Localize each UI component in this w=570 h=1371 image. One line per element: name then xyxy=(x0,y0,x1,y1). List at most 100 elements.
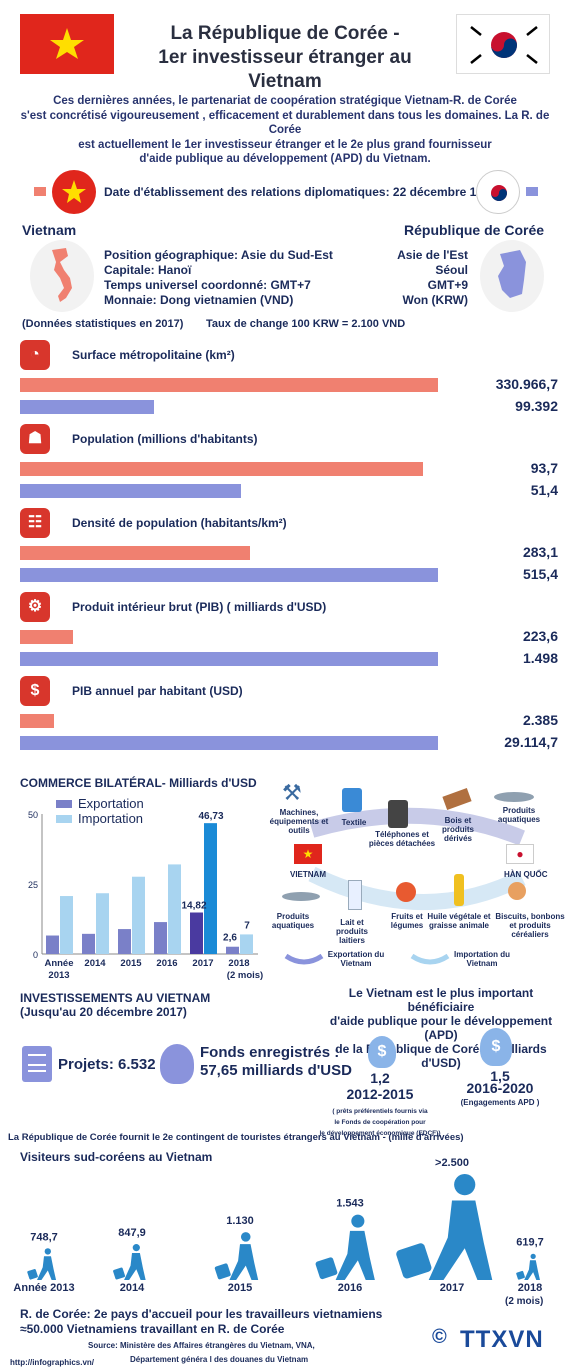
traveler-icon xyxy=(27,1248,57,1280)
tourism-2018-note: (2 mois) xyxy=(505,1296,544,1307)
tourism-year: 2018 xyxy=(517,1282,543,1294)
invest-title: INVESTISSEMENTS AU VIETNAM xyxy=(20,991,211,1005)
export-legend: Exportation du Vietnam xyxy=(327,950,385,968)
korea-stat-bar xyxy=(20,652,438,666)
korea-stat-value: 99.392 xyxy=(515,398,558,414)
korea-flag xyxy=(456,14,550,74)
korea-stat-bar xyxy=(20,736,438,750)
trade-legend: Exportation Importation xyxy=(56,796,144,826)
vietnam-stat-bar xyxy=(20,378,438,392)
vietnam-label: VIETNAM xyxy=(290,870,326,879)
tourism-year: 2016 xyxy=(337,1282,363,1294)
person-icon: ☗ xyxy=(20,424,50,454)
export-bar xyxy=(46,935,59,954)
export-bar xyxy=(118,929,131,954)
invest-funds-label: Fonds enregistrés : xyxy=(200,1044,340,1061)
visitor-value-label: 847,9 xyxy=(118,1227,146,1239)
document-icon xyxy=(22,1046,52,1082)
invest-subtitle: (Jusqu'au 20 décembre 2017) xyxy=(20,1005,187,1019)
apd1-note-line: le Fonds de coopération pour xyxy=(334,1119,426,1126)
x-tick-label: 2014 xyxy=(84,958,106,969)
intro-line: Ces dernières années, le partenariat de … xyxy=(53,95,517,107)
import-bar xyxy=(204,823,217,954)
legend-import-swatch xyxy=(56,814,72,823)
import-good-5: Produits aquatiques xyxy=(497,806,541,824)
site-url[interactable]: http://infographics.vn/ xyxy=(10,1358,94,1367)
traveler-icon xyxy=(113,1244,146,1280)
export-bar xyxy=(226,946,239,954)
invest-projects: Projets: 6.532 xyxy=(58,1056,156,1073)
apd1-note-line: ( prêts préférentiels fournis via xyxy=(332,1108,428,1115)
people-icon: ☷ xyxy=(20,508,50,538)
dollar-bag-icon: $ xyxy=(368,1036,396,1068)
traveler-icon xyxy=(516,1253,540,1280)
korea-stat-value: 29.114,7 xyxy=(504,734,558,750)
dollar-bag-icon: $ xyxy=(480,1028,512,1066)
apd1-note: ( prêts préférentiels fournis via le Fon… xyxy=(312,1106,448,1139)
korea-stat-bar xyxy=(20,484,241,498)
x-tick-label: 2018 xyxy=(228,958,249,969)
import-good-1: Machines, équipements et outils xyxy=(269,808,329,835)
tourism-subtitle: Visiteurs sud-coréens au Vietnam xyxy=(20,1150,213,1164)
data-label: 7 xyxy=(244,920,250,931)
import-good-4: Bois et produits dérivés xyxy=(442,816,474,843)
legend-export-label: Exportation xyxy=(78,796,144,811)
import-bar xyxy=(96,893,109,954)
apd1-value: 1,2 xyxy=(370,1070,390,1086)
vietnam-flag xyxy=(20,14,114,74)
vietnam-map-icon xyxy=(30,240,94,312)
apd-title-line: Le Vietnam est le plus important bénéfic… xyxy=(348,986,534,1014)
export-good-4: Huile végétale et graisse animale xyxy=(427,912,491,930)
vietnam-small-flag: ★ xyxy=(294,844,322,864)
ttxvn-logo: TTXVN xyxy=(460,1326,544,1353)
apd2-note: (Engagements APD ) xyxy=(460,1098,540,1107)
relations-bar-left xyxy=(34,187,46,196)
korea-stat-bar xyxy=(20,568,438,582)
fruit-icon xyxy=(396,882,416,902)
pie-chart-icon: ◔ xyxy=(20,340,50,370)
fish-icon xyxy=(494,792,534,802)
vietnam-stat-value: 223,6 xyxy=(522,628,558,644)
export-bar xyxy=(154,922,167,954)
export-good-1: Produits aquatiques xyxy=(271,912,315,930)
data-label: 2,6 xyxy=(223,933,237,944)
y-tick-label: 50 xyxy=(28,810,38,820)
vietnam-stat-value: 2.385 xyxy=(522,712,558,728)
export-good-3: Fruits et légumes xyxy=(390,912,424,930)
profile-kr-row: Won (KRW) xyxy=(402,293,468,307)
korea-stat-value: 1.498 xyxy=(522,650,558,666)
visitor-value-label: 619,7 xyxy=(516,1237,544,1249)
apd1-note-line: le développement économique (EDCF)) xyxy=(319,1130,441,1137)
vietnam-stat-bar xyxy=(20,630,73,644)
profile-kr-row: GMT+9 xyxy=(427,278,468,292)
import-good-2: Textile xyxy=(341,818,367,827)
import-bar xyxy=(60,896,73,954)
invest-funds-value: 57,65 milliards d'USD xyxy=(200,1062,352,1079)
profile-vn-list: Position géographique: Asie du Sud-Est C… xyxy=(104,248,344,308)
intro-line: s'est concrétisé vigoureusement , effica… xyxy=(20,109,550,137)
import-bar xyxy=(168,864,181,954)
gear-icon: ⚙ xyxy=(20,592,50,622)
trade-goods-diagram: ⚒ Machines, équipements et outils Textil… xyxy=(270,778,568,978)
tourism-visitor-chart: 748,7 847,9 1.130 1.543 >2.500 619,7 xyxy=(27,1157,544,1280)
fish-icon xyxy=(282,892,320,901)
vietnam-stat-bar xyxy=(20,462,424,476)
export-bar xyxy=(82,933,95,954)
traveler-icon xyxy=(315,1214,375,1280)
phone-icon xyxy=(388,800,408,828)
intro-line: est actuellement le 1er investisseur étr… xyxy=(78,138,492,151)
korea-label: HÀN QUỐC xyxy=(504,870,548,879)
vietnam-stat-bar xyxy=(20,546,251,560)
profile-vn-row: Position géographique: Asie du Sud-Est xyxy=(104,248,333,262)
candy-icon xyxy=(508,882,526,900)
money-bag-icon xyxy=(160,1044,194,1084)
vietnam-stat-value: 330.966,7 xyxy=(495,376,558,392)
traveler-icon xyxy=(396,1174,493,1280)
x-tick-label: 2013 xyxy=(48,970,69,981)
korea-stat-value: 51,4 xyxy=(530,482,558,498)
visitor-value-label: 748,7 xyxy=(30,1231,58,1243)
visitor-value-label: >2.500 xyxy=(435,1157,469,1169)
workers-line-1: R. de Corée: 2e pays d'accueil pour les … xyxy=(20,1307,383,1321)
profile-kr-list: Asie de l'Est Séoul GMT+9 Won (KRW) xyxy=(370,248,468,308)
